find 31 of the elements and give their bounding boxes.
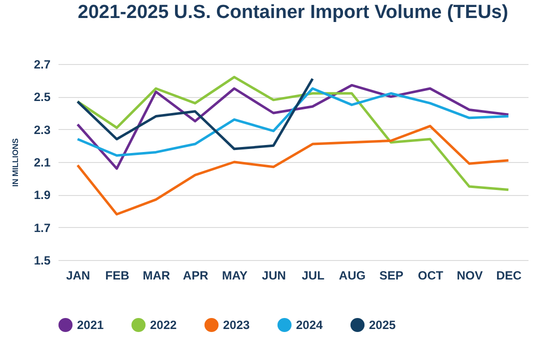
line-series	[76, 76, 510, 192]
y-tick-label: 1.9	[34, 188, 51, 202]
x-tick-label: SEP	[379, 268, 404, 282]
line-series	[76, 84, 510, 170]
legend-label: 2021	[77, 318, 104, 332]
y-tick-label: 2.7	[34, 58, 51, 72]
chart-title: 2021-2025 U.S. Container Import Volume (TEUs)	[78, 2, 508, 23]
x-tick-label: APR	[182, 268, 209, 282]
x-tick-label: JAN	[66, 268, 90, 282]
x-tick-label: MAR	[142, 268, 170, 282]
x-tick-label: DEC	[496, 268, 522, 282]
y-tick-label: 2.5	[34, 90, 51, 104]
x-tick-label: FEB	[105, 268, 130, 282]
legend-label: 2023	[223, 318, 250, 332]
x-tick-label: AUG	[338, 268, 366, 282]
y-tick-label: 2.1	[34, 156, 51, 170]
y-tick-label: 1.5	[34, 254, 51, 268]
x-tick-label: JUN	[262, 268, 286, 282]
x-tick-label: NOV	[456, 268, 483, 282]
line-series	[76, 87, 510, 157]
y-axis-title: IN MILLIONS	[10, 138, 20, 187]
legend-label: 2024	[296, 318, 324, 332]
x-tick-label: MAY	[222, 268, 248, 282]
x-tick-label: JUL	[302, 268, 324, 282]
x-tick-label: OCT	[418, 268, 444, 282]
y-tick-label: 2.3	[34, 122, 51, 137]
line-series	[76, 124, 510, 216]
y-tick-label: 1.7	[34, 220, 51, 235]
legend-label: 2025	[369, 318, 396, 332]
line-series	[76, 77, 314, 150]
legend-label: 2022	[150, 318, 178, 332]
